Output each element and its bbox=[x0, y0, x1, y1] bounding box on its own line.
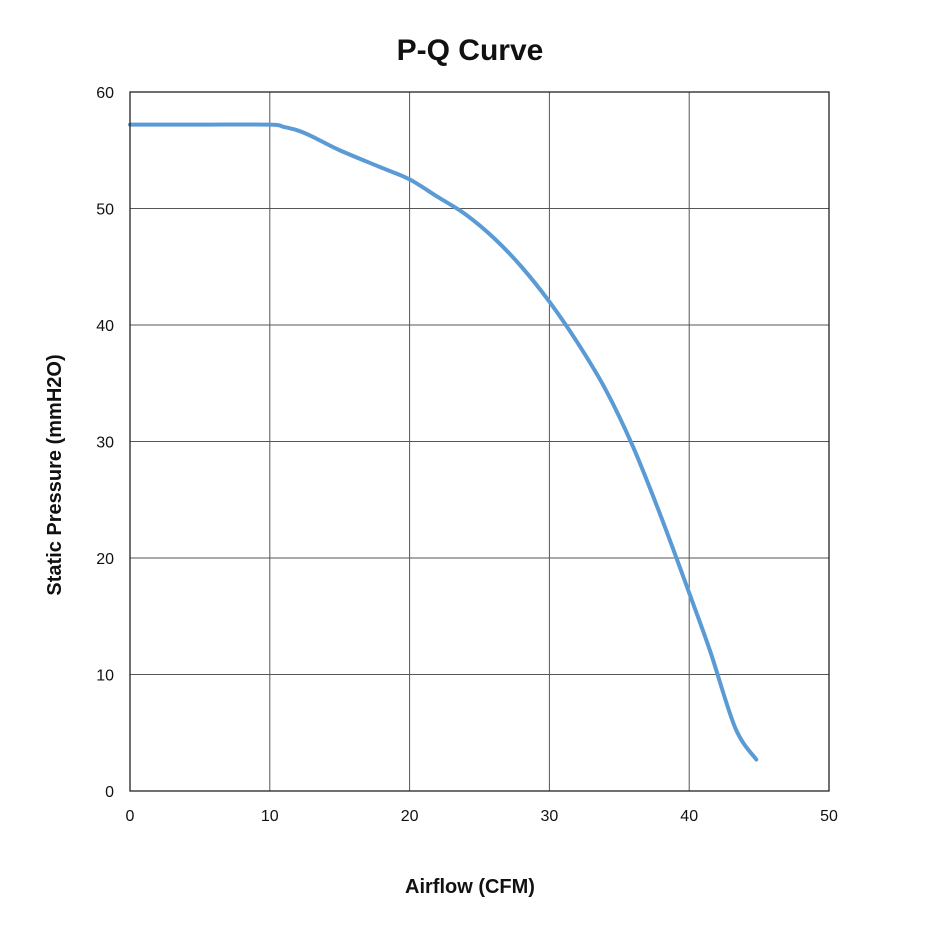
y-tick-label: 50 bbox=[96, 202, 114, 219]
series-group bbox=[128, 122, 759, 762]
grid bbox=[129, 91, 830, 792]
x-tick-label: 40 bbox=[680, 808, 698, 825]
y-axis-ticks: 0 10 20 30 40 50 60 bbox=[96, 85, 114, 801]
x-axis-label: Airflow (CFM) bbox=[405, 876, 535, 898]
y-tick-label: 20 bbox=[96, 551, 114, 568]
y-axis-label: Static Pressure (mmH2O) bbox=[44, 354, 66, 595]
x-axis-ticks: 0 10 20 30 40 50 bbox=[126, 808, 838, 825]
x-tick-label: 10 bbox=[261, 808, 279, 825]
x-tick-label: 20 bbox=[401, 808, 419, 825]
y-tick-label: 40 bbox=[96, 318, 114, 335]
plot-frame bbox=[129, 91, 830, 792]
x-tick-label: 50 bbox=[820, 808, 838, 825]
y-tick-label: 60 bbox=[96, 85, 114, 102]
pq-curve-line bbox=[128, 122, 759, 762]
y-tick-label: 0 bbox=[105, 784, 114, 801]
chart-title: P-Q Curve bbox=[397, 34, 544, 67]
x-tick-label: 30 bbox=[541, 808, 559, 825]
x-tick-label: 0 bbox=[126, 808, 135, 825]
y-tick-label: 10 bbox=[96, 668, 114, 685]
y-tick-label: 30 bbox=[96, 435, 114, 452]
